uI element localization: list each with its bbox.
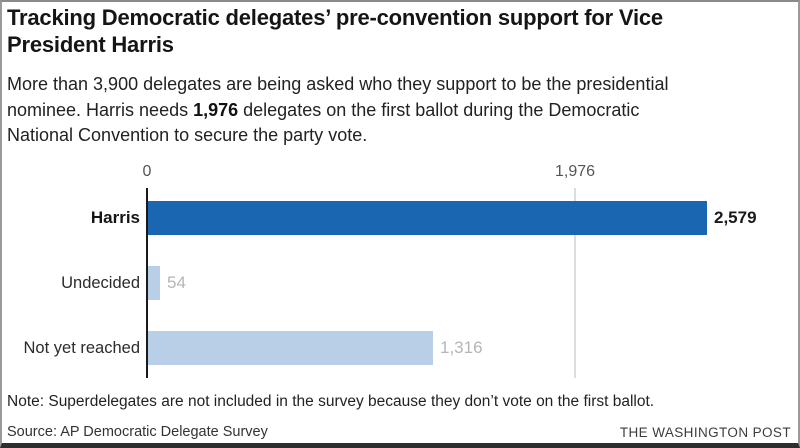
subtitle-line-2: nominee. Harris needs 1,976 delegates on… [7, 98, 787, 124]
bar-value-undecided: 54 [167, 273, 186, 292]
bar-not-yet-reached [148, 331, 433, 365]
title-line-2: President Harris [7, 31, 174, 57]
subtitle-line-3: National Convention to secure the party … [7, 125, 368, 146]
threshold-number: 1,976 [193, 99, 239, 120]
bar-harris [148, 201, 707, 235]
subtitle-line-2-post: delegates on the first ballot during the… [238, 99, 640, 120]
chart-subtitle: More than 3,900 delegates are being aske… [7, 72, 787, 149]
bar-value-not-yet-reached: 1,316 [440, 338, 483, 357]
axis-tick-threshold: 1,976 [554, 163, 596, 180]
chart-note: Note: Superdelegates are not included in… [7, 393, 655, 410]
page-title: Tracking Democratic delegates’ pre-conve… [7, 5, 787, 59]
chart-source: Source: AP Democratic Delegate Survey [7, 424, 268, 440]
bar-label-harris: Harris [90, 208, 140, 227]
publisher-credit: THE WASHINGTON POST [619, 425, 791, 440]
bar-label-not-yet-reached: Not yet reached [23, 339, 140, 357]
y-axis-line [146, 188, 148, 378]
bar-undecided [148, 266, 160, 300]
bar-label-undecided: Undecided [61, 274, 140, 292]
threshold-gridline [574, 188, 576, 378]
subtitle-line-1: More than 3,900 delegates are being aske… [7, 74, 669, 94]
title-line-1: Tracking Democratic delegates’ pre-conve… [7, 5, 663, 30]
subtitle-line-2-pre: nominee. Harris needs [7, 99, 194, 120]
axis-tick-zero: 0 [142, 163, 152, 180]
bar-value-harris: 2,579 [714, 208, 757, 227]
